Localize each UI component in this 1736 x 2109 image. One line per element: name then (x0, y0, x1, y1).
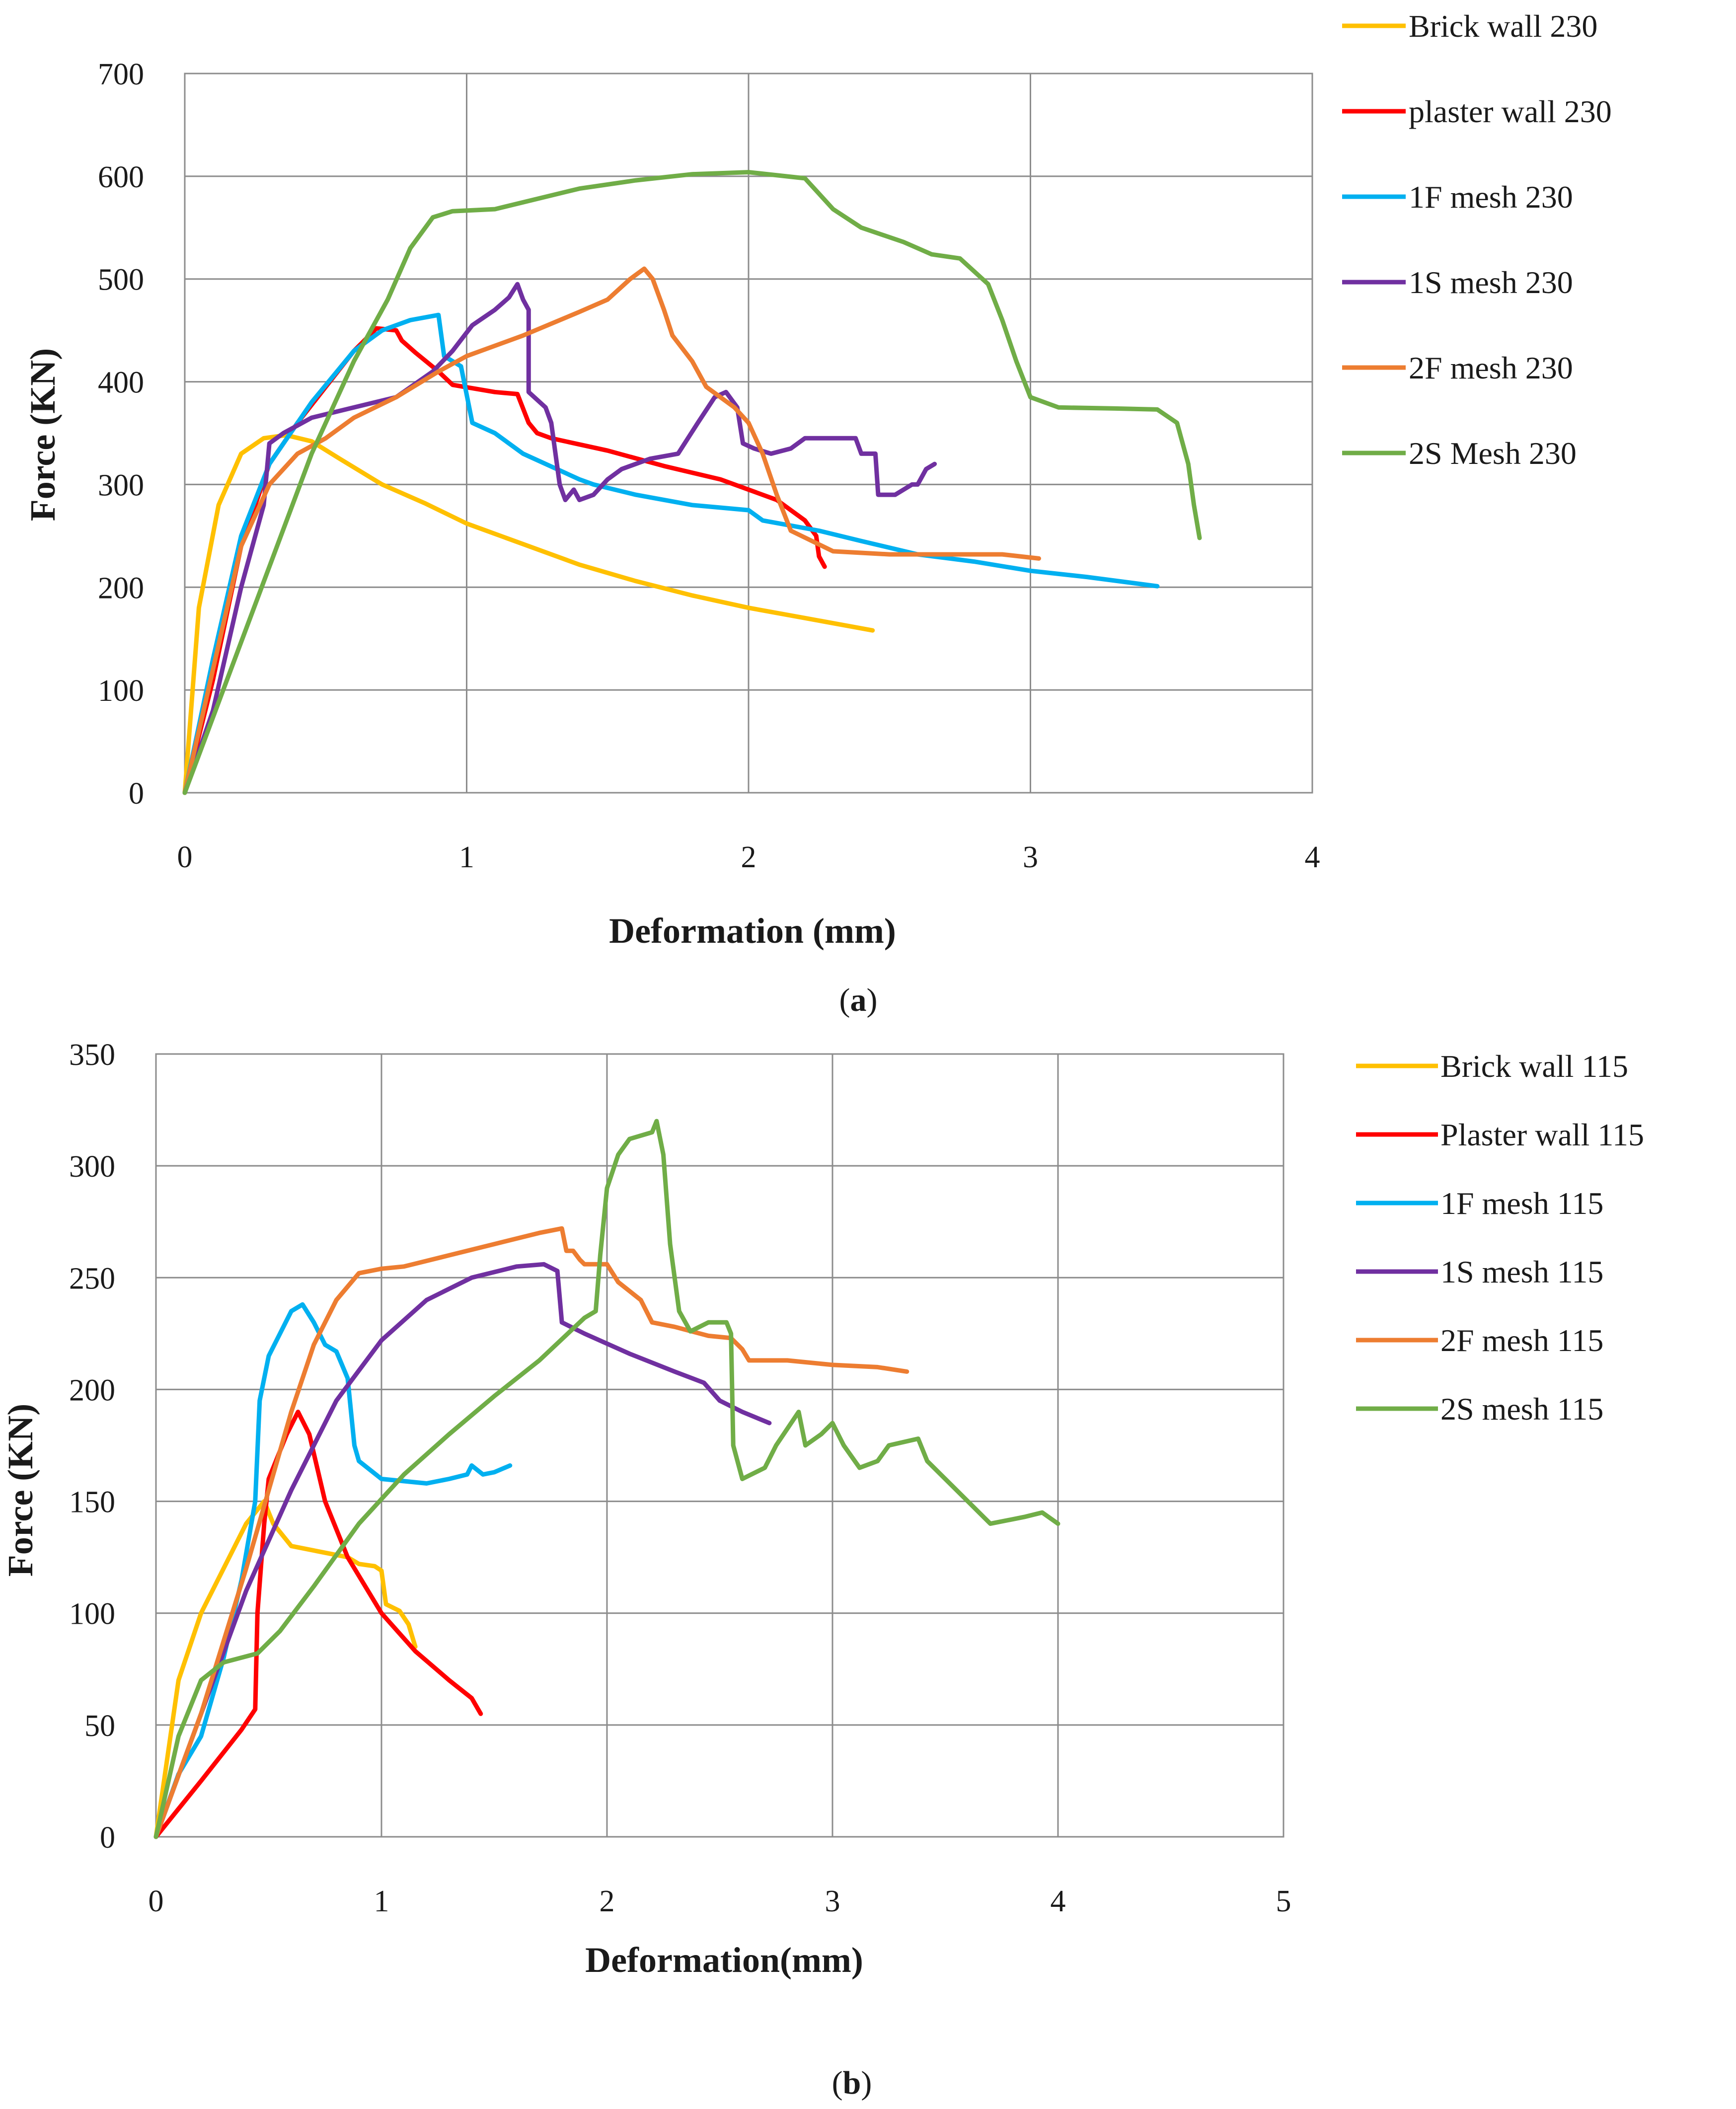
chart-a-y-tick-label: 300 (98, 468, 144, 502)
chart-b-y-axis-title: Force (KN) (0, 1404, 40, 1577)
chart-a-series (182, 170, 1202, 795)
chart-a-y-tick-label: 600 (98, 160, 144, 194)
chart-a-series-line (182, 433, 875, 795)
chart-a-y-axis-title: Force (KN) (23, 348, 63, 522)
chart-a-series-line (182, 266, 1041, 795)
chart-a-y-tick-label: 100 (98, 674, 144, 708)
chart-a-y-tick-label: 200 (98, 571, 144, 605)
chart-b-series-line (153, 1262, 772, 1839)
caption-b-label: b (843, 2065, 861, 2101)
chart-a-grid (184, 73, 1313, 794)
chart-b-y-tick-label: 50 (84, 1709, 115, 1743)
chart-b-x-axis-title: Deformation(mm) (585, 1940, 863, 1980)
chart-b-series-line (153, 1302, 513, 1839)
chart-a-x-axis-title: Deformation (mm) (609, 911, 896, 951)
chart-a-y-tick-label: 500 (98, 263, 144, 297)
chart-b-grid (155, 1053, 1284, 1838)
chart-a-series-line (182, 282, 937, 795)
chart-a-plot-frame (184, 73, 1313, 794)
chart-b-x-tick-label: 5 (1276, 1884, 1291, 1918)
chart-b-x-tick-label: 3 (825, 1884, 840, 1918)
chart-b-series (153, 1119, 1060, 1839)
caption-a: (a) (839, 982, 878, 1018)
chart-b-legend-label: 1F mesh 115 (1440, 1186, 1603, 1221)
chart-a-y-tick-label: 700 (98, 58, 144, 91)
chart-a-legend-label: 2F mesh 230 (1409, 350, 1573, 385)
caption-a-label: a (850, 982, 867, 1018)
chart-b-legend-label: 2F mesh 115 (1440, 1323, 1603, 1358)
chart-a-x-tick-label: 3 (1023, 840, 1038, 874)
chart-a-legend-label: 2S Mesh 230 (1409, 436, 1577, 471)
chart-a-legend-label: 1S mesh 230 (1409, 265, 1573, 300)
chart-b-y-tick-label: 300 (69, 1150, 115, 1184)
chart-b-y-tick-label: 350 (69, 1038, 115, 1072)
caption-b: (b) (832, 2065, 872, 2101)
chart-b-series-line (153, 1119, 1060, 1839)
chart-b-plot-frame (155, 1053, 1284, 1838)
chart-a-legend-label: 1F mesh 230 (1409, 179, 1573, 215)
chart-b-legend-label: 1S mesh 115 (1440, 1254, 1603, 1289)
chart-b-series-line (153, 1410, 483, 1839)
chart-a-series-line (182, 312, 1160, 795)
chart-a-legend: Brick wall 230 plaster wall 230 1F mesh 23… (1342, 8, 1612, 471)
chart-b-x-tick-label: 1 (374, 1884, 389, 1918)
chart-b-legend-label: Plaster wall 115 (1440, 1117, 1644, 1152)
chart-b-y-tick-label: 150 (69, 1486, 115, 1519)
chart-b-x-tick-label: 0 (149, 1884, 164, 1918)
chart-a-x-tick-label: 4 (1305, 840, 1320, 874)
chart-b-legend-label: Brick wall 115 (1440, 1049, 1628, 1084)
chart-a-ticks: 0 1 2 3 4 0 100 200 300 400 500 600 700 (98, 58, 1320, 874)
chart-b-x-tick-label: 2 (600, 1884, 615, 1918)
chart-b-legend: Brick wall 115 Plaster wall 115 1F mesh 11… (1356, 1049, 1644, 1427)
chart-a-y-tick-label: 0 (129, 777, 144, 811)
chart-b-x-tick-label: 4 (1051, 1884, 1066, 1918)
chart-b-y-tick-label: 250 (69, 1262, 115, 1295)
chart-b-series-line (153, 1499, 418, 1839)
chart-a: 0 1 2 3 4 0 100 200 300 400 500 600 700 Deformation … (23, 8, 1612, 951)
chart-a-y-tick-label: 400 (98, 366, 144, 400)
chart-b-series-line (153, 1226, 909, 1839)
chart-a-x-tick-label: 0 (177, 840, 193, 874)
chart-a-x-tick-label: 1 (459, 840, 474, 874)
chart-b-legend-label: 2S mesh 115 (1440, 1391, 1603, 1427)
chart-a-x-tick-label: 2 (741, 840, 756, 874)
chart-a-legend-label: Brick wall 230 (1409, 8, 1597, 44)
chart-b-y-tick-label: 0 (100, 1821, 115, 1855)
chart-b-y-tick-label: 200 (69, 1373, 115, 1407)
chart-a-legend-label: plaster wall 230 (1409, 94, 1612, 129)
chart-b-y-tick-label: 100 (69, 1597, 115, 1631)
chart-a-series-line (182, 170, 1202, 795)
